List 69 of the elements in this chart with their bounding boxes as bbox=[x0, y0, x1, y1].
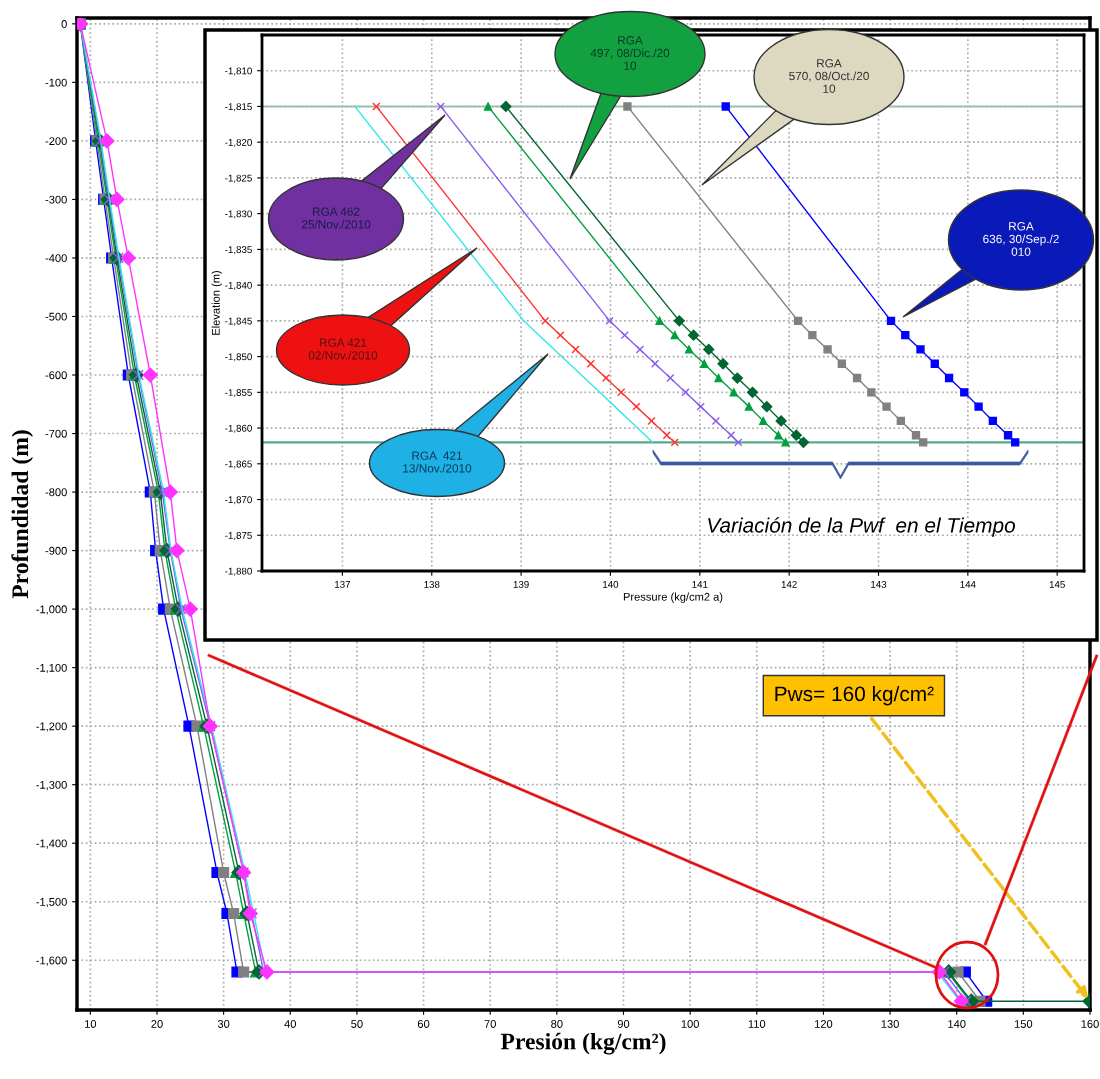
y-tick-label: -200 bbox=[45, 137, 67, 146]
annotation: Variación de la Pwf en el Tiempo bbox=[708, 517, 1016, 537]
annotation: RGA 570, 08/Oct./20 10 bbox=[789, 59, 869, 93]
x-tick-label: 10 bbox=[85, 1020, 97, 1028]
y-tick-label: -1,840 bbox=[225, 281, 252, 290]
y-tick-label: -1,815 bbox=[225, 103, 252, 112]
x-tick-label: 80 bbox=[551, 1020, 563, 1028]
y-tick-label: -1,810 bbox=[225, 67, 252, 76]
x-tick-label: 20 bbox=[151, 1020, 163, 1028]
x-tick-label: 160 bbox=[1081, 1020, 1099, 1028]
annotation: RGA 421 02/Nov./2010 bbox=[308, 338, 378, 360]
x-tick-label: 150 bbox=[1014, 1020, 1033, 1028]
y-tick-label: -1,835 bbox=[225, 246, 252, 255]
y-tick-label: 0 bbox=[61, 20, 67, 28]
annotation: RGA 421 13/Nov./2010 bbox=[403, 451, 472, 473]
y-tick-label: -800 bbox=[45, 488, 67, 497]
y-tick-label: -1,820 bbox=[225, 138, 252, 147]
y-tick-label: -1,300 bbox=[36, 780, 67, 791]
annotation: RGA 462 25/Nov./2010 bbox=[301, 207, 371, 229]
x-axis-title: Pressure (kg/cm2 a) bbox=[623, 592, 723, 603]
y-tick-label: -1,860 bbox=[225, 424, 252, 433]
annotation: RGA 636, 30/Sep./2 010 bbox=[983, 222, 1059, 256]
y-tick-label: -1,880 bbox=[225, 567, 252, 576]
x-tick-label: 145 bbox=[1049, 581, 1065, 588]
y-tick-label: -600 bbox=[45, 371, 67, 380]
x-tick-label: 140 bbox=[603, 580, 619, 588]
y-tick-label: -1,875 bbox=[225, 532, 252, 541]
y-tick-label: -1,100 bbox=[36, 663, 67, 674]
x-tick-label: 120 bbox=[815, 1020, 833, 1028]
annotation: Pws= 160 kg/cm² bbox=[775, 685, 934, 706]
x-tick-label: 70 bbox=[484, 1020, 496, 1028]
y-tick-label: -1,000 bbox=[36, 605, 67, 615]
x-tick-label: 90 bbox=[617, 1020, 630, 1028]
x-tick-label: 50 bbox=[351, 1020, 363, 1028]
y-tick-label: -1,825 bbox=[225, 174, 252, 183]
x-tick-label: 140 bbox=[948, 1020, 966, 1028]
y-tick-label: -1,855 bbox=[225, 389, 252, 398]
y-tick-label: -300 bbox=[45, 195, 67, 204]
y-tick-label: -1,200 bbox=[36, 722, 67, 732]
y-tick-label: -1,500 bbox=[36, 898, 67, 908]
x-tick-label: 141 bbox=[692, 581, 708, 588]
x-tick-label: 144 bbox=[960, 581, 976, 588]
x-tick-label: 110 bbox=[748, 1020, 766, 1028]
y-tick-label: -700 bbox=[45, 429, 67, 438]
y-tick-label: -400 bbox=[45, 254, 67, 263]
y-axis-title: Elevation (m) bbox=[211, 270, 222, 335]
x-tick-label: 40 bbox=[284, 1020, 297, 1028]
x-tick-label: 30 bbox=[217, 1020, 230, 1028]
annotation: RGA 497, 08/Dic./20 10 bbox=[590, 36, 670, 70]
y-tick-label: -1,400 bbox=[36, 839, 67, 849]
y-tick-label: -1,830 bbox=[225, 210, 252, 219]
y-tick-label: -500 bbox=[45, 312, 67, 321]
x-tick-label: 139 bbox=[513, 580, 529, 588]
x-tick-label: 100 bbox=[681, 1020, 699, 1028]
y-tick-label: -900 bbox=[45, 546, 67, 555]
y-tick-label: -100 bbox=[45, 78, 67, 87]
x-tick-label: 138 bbox=[424, 580, 440, 588]
y-tick-label: -1,845 bbox=[225, 317, 252, 326]
x-tick-label: 142 bbox=[781, 580, 797, 588]
y-tick-label: -1,850 bbox=[225, 353, 252, 362]
x-axis-title: Presión (kg/cm²) bbox=[500, 1032, 666, 1055]
y-tick-label: -1,865 bbox=[225, 460, 252, 469]
x-tick-label: 130 bbox=[881, 1020, 899, 1028]
y-tick-label: -1,870 bbox=[225, 496, 252, 505]
y-tick-label: -1,600 bbox=[36, 956, 67, 966]
x-tick-label: 60 bbox=[417, 1020, 430, 1028]
x-tick-label: 137 bbox=[335, 580, 351, 588]
y-axis-title: Profundidad (m) bbox=[11, 430, 33, 599]
x-tick-label: 143 bbox=[871, 580, 887, 588]
